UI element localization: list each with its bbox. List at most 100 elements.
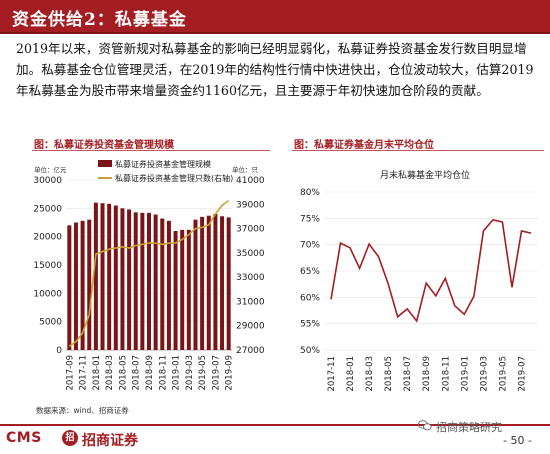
left-x-tick-label: 2019-05 [198, 355, 208, 391]
left-x-tick-label: 2019-03 [185, 355, 195, 391]
aum-bar-2019-04 [193, 219, 198, 350]
left-chart-left-axis: 0 5000 10000 15000 20000 25000 30000 [33, 176, 62, 356]
right-x-tick-label: 2019-07 [517, 356, 527, 392]
left-x-tick-label: 2018-01 [92, 355, 102, 391]
count-series-line [68, 199, 230, 348]
right-x-tick-label: 2018-11 [441, 356, 451, 392]
legend-swatch-aum [98, 160, 112, 167]
aum-bar-2019-02 [180, 229, 185, 350]
aum-bar-2018-01 [93, 202, 98, 350]
aum-bar-2018-09 [147, 212, 151, 350]
right-chart-gridlines [324, 191, 538, 351]
right-x-tick-label: 2018-03 [365, 356, 375, 392]
right-chart-title-rule [292, 150, 544, 151]
legend-label-count: 私募证券投资基金管理只数(右轴) [115, 173, 233, 183]
cms-logo-chinese: 招商证券 [82, 433, 138, 449]
left-unit-label: 单位：亿元 [34, 165, 67, 174]
aum-bar-2018-03 [107, 203, 112, 350]
aum-bar-2018-11 [160, 218, 165, 350]
aum-bar-2017-12 [87, 219, 92, 350]
right-axis-tick-label: 39000 [236, 200, 265, 210]
left-axis-tick-label: 15000 [33, 261, 62, 271]
left-x-tick-label: 2019-01 [172, 355, 182, 391]
right-chart-y-axis: 50% 55% 60% 65% 70% 75% 80% [300, 188, 320, 356]
left-axis-tick-label: 30000 [33, 176, 62, 186]
aum-bar-2018-04 [113, 205, 118, 350]
right-axis-tick-label: 31000 [236, 297, 265, 307]
page-title: 资金供给2：私募基金 [12, 10, 187, 30]
brand-watermark: 招商策略研究 [436, 421, 502, 434]
right-axis-tick-label: 33000 [236, 273, 265, 283]
position-line-chart: 50% 55% 60% 65% 70% 75% 80% 2017-11 2018-01 2018… [300, 169, 538, 392]
left-chart-count-line [68, 199, 230, 348]
legend-label-aum: 私募证券投资基金管理规模 [115, 159, 211, 169]
aum-bar-2017-11 [80, 220, 85, 350]
left-x-tick-label: 2017-11 [79, 355, 89, 391]
right-chart-x-axis: 2017-11 2018-01 2018-03 2018-05 2018-07 2018-… [327, 356, 527, 392]
aum-bar-2019-08 [220, 216, 225, 350]
aum-bar-2018-02 [100, 203, 105, 350]
right-x-tick-label: 2018-07 [403, 356, 413, 392]
left-x-tick-label: 2019-09 [225, 355, 235, 391]
aum-bar-2018-06 [127, 209, 132, 350]
right-axis-tick-label: 29000 [236, 322, 265, 332]
left-x-tick-label: 2018-03 [105, 355, 115, 391]
right-x-tick-label: 2018-05 [384, 356, 394, 392]
left-x-tick-label: 2018-07 [132, 355, 142, 391]
aum-bar-2017-09 [67, 225, 72, 350]
right-chart-title: 图：私募证券基金月末平均仓位 [294, 140, 434, 151]
right-axis-tick-label: 27000 [236, 346, 265, 356]
left-x-tick-label: 2019-07 [211, 355, 221, 391]
right-y-tick-label: 75% [300, 214, 320, 224]
right-x-tick-label: 2018-01 [346, 356, 356, 392]
intro-paragraph: 2019年以来，资管新规对私募基金的影响已经明显弱化，私募证券投资基金发行数目明… [16, 41, 534, 98]
left-x-tick-label: 2018-05 [118, 355, 128, 391]
aum-bar-2019-09 [226, 217, 231, 350]
left-x-tick-label: 2018-11 [158, 355, 168, 391]
left-chart-right-axis: 27000 29000 31000 33000 35000 37000 39000 41000 [236, 176, 265, 356]
position-series-line [330, 219, 532, 323]
right-y-tick-label: 65% [300, 267, 320, 277]
left-axis-tick-label: 5000 [39, 318, 62, 328]
aum-bar-2017-10 [73, 222, 78, 350]
right-x-tick-label: 2019-01 [460, 356, 470, 392]
aum-bar-2018-12 [166, 220, 171, 350]
left-chart-legend: 私募证券投资基金管理规模 私募证券投资基金管理只数(右轴) [98, 159, 233, 183]
left-x-tick-label: 2017-09 [65, 355, 75, 391]
right-y-tick-label: 55% [300, 320, 320, 330]
right-x-tick-label: 2019-03 [479, 356, 489, 392]
aum-bar-2018-08 [140, 212, 145, 350]
right-y-tick-label: 70% [300, 241, 320, 251]
right-chart-position-line [330, 219, 532, 323]
aum-bar-2018-05 [120, 208, 125, 350]
aum-bar-2019-03 [186, 229, 191, 350]
cms-logo-mark: 招 [62, 430, 78, 446]
left-axis-tick-label: 20000 [33, 233, 62, 243]
page-number: - 50 - [503, 434, 532, 447]
left-chart-title: 图：私募证券投资基金管理规模 [34, 140, 174, 151]
right-chart-legend-label: 月末私募基金平均仓位 [380, 169, 470, 181]
right-y-tick-label: 50% [300, 346, 320, 356]
wechat-icon [418, 420, 432, 431]
aum-bar-2018-07 [133, 212, 138, 350]
aum-bar-2019-01 [173, 231, 178, 350]
right-x-tick-label: 2017-11 [327, 356, 337, 392]
aum-bar-2019-07 [213, 214, 218, 350]
left-chart-x-axis: 2017-09 2017-11 2018-01 2018-03 2018-05 2018-… [65, 355, 234, 391]
right-axis-tick-label: 35000 [236, 249, 265, 259]
left-axis-tick-label: 25000 [33, 204, 62, 214]
aum-bar-2018-10 [153, 214, 158, 350]
header-bar: 资金供给2：私募基金 [0, 0, 550, 34]
aum-bar-line-chart: 0 5000 10000 15000 20000 25000 30000 27000 2900… [33, 159, 265, 391]
aum-bar-2019-06 [206, 215, 211, 350]
left-axis-tick-label: 0 [56, 346, 62, 356]
right-axis-tick-label: 41000 [236, 176, 265, 186]
right-y-tick-label: 60% [300, 293, 320, 303]
source-note: 数据来源：wind、招商证券 [36, 406, 129, 415]
cms-logo-text: CMS [6, 430, 42, 446]
right-unit-label: 单位：只 [232, 165, 259, 174]
right-x-tick-label: 2018-09 [422, 356, 432, 392]
left-chart-title-rule [32, 150, 270, 151]
left-x-tick-label: 2018-09 [145, 355, 155, 391]
right-x-tick-label: 2019-05 [498, 356, 508, 392]
